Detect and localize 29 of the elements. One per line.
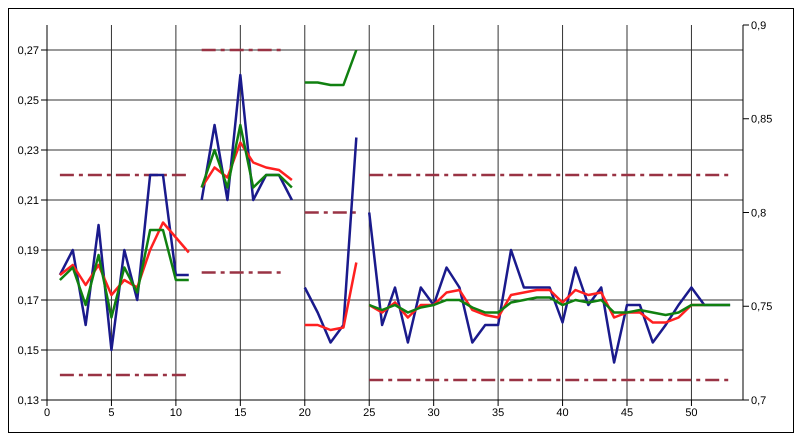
y2-tick-label: 0,8 [751, 207, 766, 220]
y-tick-label: 0,17 [18, 294, 39, 307]
line-series [304, 136, 358, 344]
x-tick-label: 20 [298, 406, 311, 419]
line-series [368, 296, 732, 316]
y2-tick-label: 0,7 [751, 394, 766, 407]
x-tick-label: 30 [428, 406, 440, 419]
x-tick-label: 15 [234, 406, 246, 419]
y-tick-label: 0,21 [18, 194, 39, 207]
x-tick-label: 10 [170, 406, 182, 419]
x-tick-label: 35 [492, 406, 504, 419]
y2-tick-label: 0,9 [751, 20, 766, 32]
x-tick-label: 5 [108, 406, 115, 419]
y-tick-label: 0,15 [18, 344, 39, 357]
x-tick-label: 0 [44, 406, 50, 419]
x-tick-label: 40 [556, 406, 569, 419]
y-tick-label: 0,27 [18, 44, 39, 57]
x-tick-label: 25 [363, 406, 376, 419]
x-tick-label: 45 [620, 406, 634, 419]
line-series [200, 124, 294, 189]
y-tick-label: 0,13 [18, 394, 39, 407]
y-tick-label: 0,23 [18, 144, 39, 157]
x-tick-label: 50 [685, 406, 698, 419]
y2-tick-label: 0,75 [751, 301, 772, 314]
y-tick-label: 0,19 [18, 244, 39, 257]
y2-tick-label: 0,85 [751, 114, 772, 126]
line-series [304, 261, 358, 332]
y-tick-label: 0,25 [18, 94, 39, 107]
line-series [58, 228, 190, 319]
